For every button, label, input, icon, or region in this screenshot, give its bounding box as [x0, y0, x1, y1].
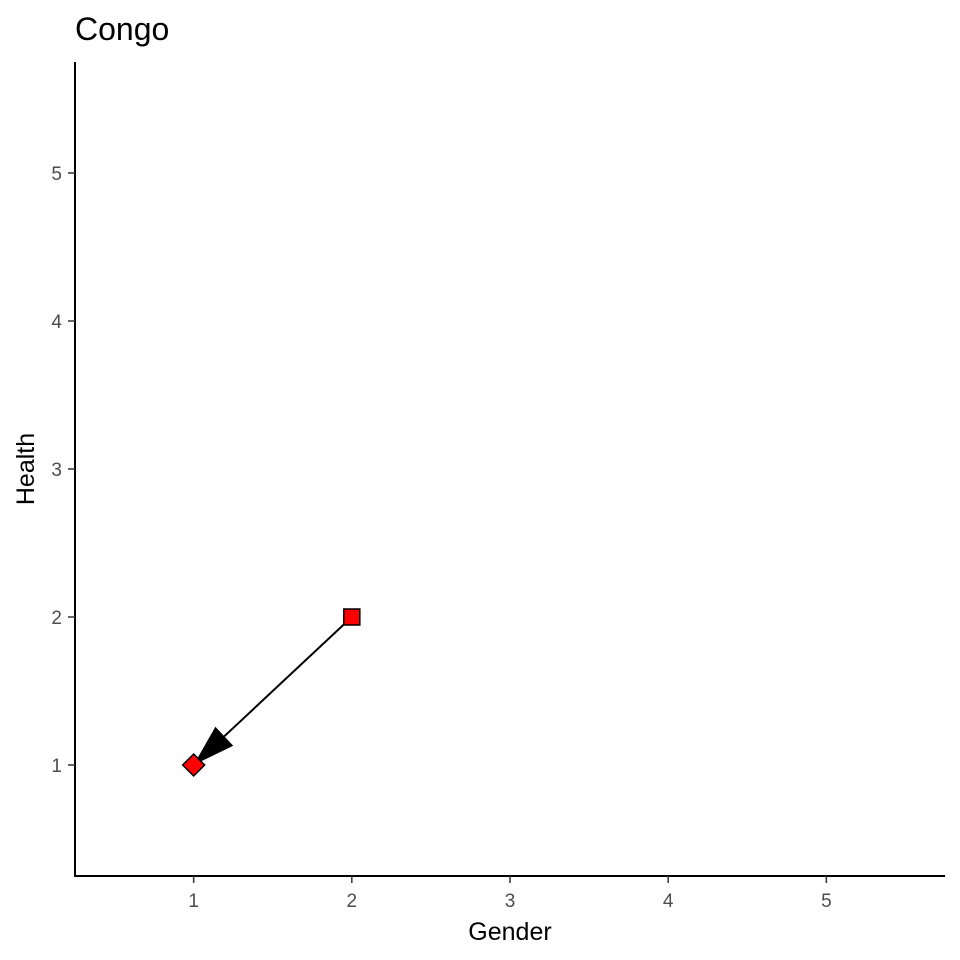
chart-title: Congo [75, 11, 169, 47]
y-tick-label: 2 [51, 608, 62, 629]
y-tick-label: 5 [51, 164, 62, 185]
arrow-line [223, 616, 353, 738]
x-tick-label: 2 [347, 891, 358, 912]
y-axis-ticks: 1 2 3 4 5 [51, 164, 75, 777]
y-tick-label: 4 [51, 312, 62, 333]
y-tick-label: 1 [51, 756, 62, 777]
x-axis-ticks: 1 2 3 4 5 [188, 876, 832, 912]
data-point-diamond [181, 752, 206, 778]
x-axis-title: Gender [468, 918, 551, 946]
plot-area [181, 608, 361, 778]
arrow-head [193, 726, 234, 765]
y-tick-label: 3 [51, 460, 62, 481]
x-tick-label: 4 [663, 891, 674, 912]
data-point-square [343, 608, 361, 626]
y-axis-title: Health [12, 433, 40, 505]
x-tick-label: 5 [821, 891, 832, 912]
x-tick-label: 3 [505, 891, 516, 912]
x-tick-label: 1 [188, 891, 199, 912]
